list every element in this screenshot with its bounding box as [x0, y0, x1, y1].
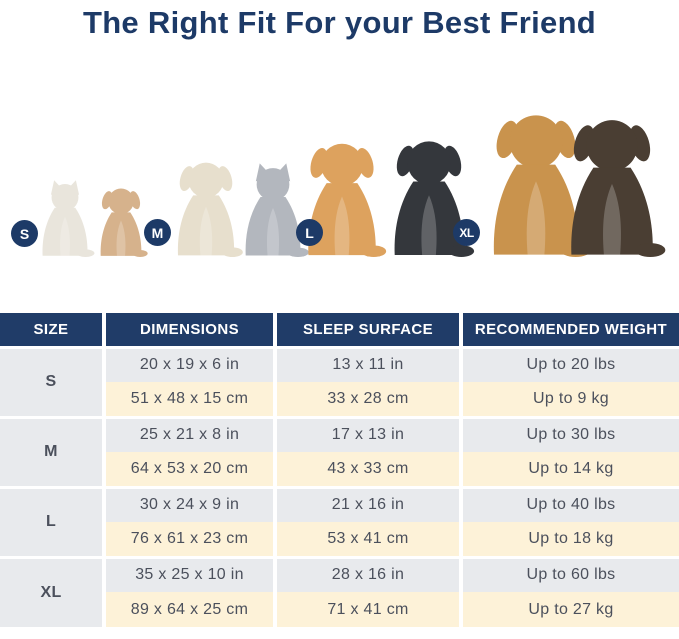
size-badge-m: M: [144, 219, 171, 246]
header-dimensions: DIMENSIONS: [102, 313, 275, 347]
weight-cell: Up to 30 lbs: [459, 415, 679, 452]
sleep-surface-cell: 71 x 41 cm: [273, 592, 461, 627]
sleep-surface-cell: 28 x 16 in: [273, 555, 461, 592]
size-chart-header: SIZE DIMENSIONS SLEEP SURFACE RECOMMENDE…: [0, 313, 679, 347]
dimensions-cell: 51 x 48 x 15 cm: [102, 382, 275, 417]
size-badge-xl-label: XL: [459, 225, 474, 240]
row-l-inches: L 30 x 24 x 9 in 21 x 16 in Up to 40 lbs: [0, 485, 679, 557]
row-m-inches: M 25 x 21 x 8 in 17 x 13 in Up to 30 lbs: [0, 415, 679, 487]
size-badge-m-label: M: [151, 224, 164, 241]
size-badge-l-label: L: [305, 224, 314, 241]
size-badge-l: L: [296, 219, 323, 246]
pets-size-strip: S M L XL: [0, 60, 679, 308]
weight-cell: Up to 27 kg: [459, 592, 679, 627]
sleep-surface-cell: 33 x 28 cm: [273, 382, 461, 417]
dimensions-cell: 89 x 64 x 25 cm: [102, 592, 275, 627]
size-chart-body: S 20 x 19 x 6 in 13 x 11 in Up to 20 lbs…: [0, 345, 679, 627]
weight-cell: Up to 60 lbs: [459, 555, 679, 592]
sleep-surface-cell: 17 x 13 in: [273, 415, 461, 452]
dimensions-cell: 35 x 25 x 10 in: [102, 555, 275, 592]
sleep-surface-cell: 21 x 16 in: [273, 485, 461, 522]
size-cell-m: M: [0, 415, 104, 487]
row-xl-metric: 89 x 64 x 25 cm 71 x 41 cm Up to 27 kg: [0, 592, 679, 627]
row-m-metric: 64 x 53 x 20 cm 43 x 33 cm Up to 14 kg: [0, 452, 679, 487]
row-xl-inches: XL 35 x 25 x 10 in 28 x 16 in Up to 60 l…: [0, 555, 679, 627]
weight-cell: Up to 18 kg: [459, 522, 679, 557]
rough-collie-image: [554, 97, 670, 257]
header-row: SIZE DIMENSIONS SLEEP SURFACE RECOMMENDE…: [0, 313, 679, 347]
size-badge-s: S: [11, 220, 38, 247]
dimensions-cell: 64 x 53 x 20 cm: [102, 452, 275, 487]
header-size: SIZE: [0, 313, 104, 347]
weight-cell: Up to 20 lbs: [459, 345, 679, 382]
chihuahua-image: [92, 173, 150, 257]
weight-cell: Up to 40 lbs: [459, 485, 679, 522]
sleep-surface-cell: 43 x 33 cm: [273, 452, 461, 487]
sleep-surface-cell: 53 x 41 cm: [273, 522, 461, 557]
page-title: The Right Fit For your Best Friend: [82, 5, 597, 40]
size-badge-s-label: S: [19, 225, 30, 242]
white-cat-image: [33, 177, 97, 257]
weight-cell: Up to 14 kg: [459, 452, 679, 487]
dimensions-cell: 20 x 19 x 6 in: [102, 345, 275, 382]
size-cell-xl: XL: [0, 555, 104, 627]
size-cell-l: L: [0, 485, 104, 557]
dimensions-cell: 30 x 24 x 9 in: [102, 485, 275, 522]
row-s-metric: 51 x 48 x 15 cm 33 x 28 cm Up to 9 kg: [0, 382, 679, 417]
dimensions-cell: 25 x 21 x 8 in: [102, 415, 275, 452]
weight-cell: Up to 9 kg: [459, 382, 679, 417]
dimensions-cell: 76 x 61 x 23 cm: [102, 522, 275, 557]
header-sleep-surface: SLEEP SURFACE: [273, 313, 461, 347]
size-cell-s: S: [0, 345, 104, 417]
row-s-inches: S 20 x 19 x 6 in 13 x 11 in Up to 20 lbs: [0, 345, 679, 417]
size-chart-table: SIZE DIMENSIONS SLEEP SURFACE RECOMMENDE…: [0, 313, 679, 627]
header-recommended-weight: RECOMMENDED WEIGHT: [459, 313, 679, 347]
sleep-surface-cell: 13 x 11 in: [273, 345, 461, 382]
size-badge-xl: XL: [453, 219, 480, 246]
row-l-metric: 76 x 61 x 23 cm 53 x 41 cm Up to 18 kg: [0, 522, 679, 557]
